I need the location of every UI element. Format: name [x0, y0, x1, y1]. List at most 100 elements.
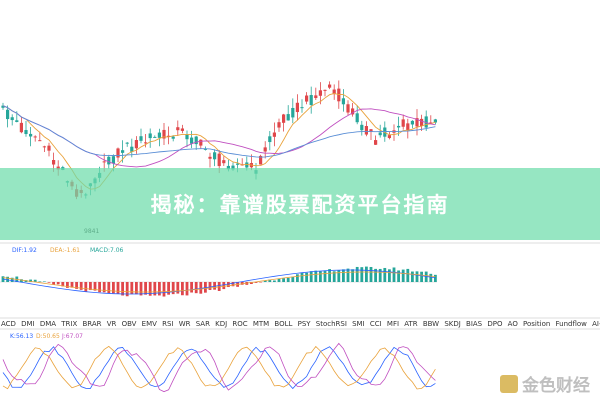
indicator-tab[interactable]: PSY [298, 320, 312, 328]
indicator-tab[interactable]: DMA [40, 320, 56, 328]
candle-body [272, 132, 276, 137]
macd-bar [378, 268, 382, 282]
candle-body [19, 122, 23, 133]
j-label: J:67.07 [61, 333, 83, 340]
k-label: K:56.13 [10, 333, 33, 340]
indicator-tab[interactable]: DMI [21, 320, 35, 328]
macd-bar [29, 279, 32, 282]
candle-body [6, 109, 10, 120]
macd-bar [268, 279, 272, 282]
candle-body [162, 129, 166, 139]
indicator-tab[interactable]: SAR [196, 320, 210, 328]
candle-body [263, 147, 267, 152]
candle-body [56, 166, 60, 170]
kdj-line [2, 345, 436, 390]
macd-label: MACD:7.06 [90, 247, 124, 254]
candle-body [309, 95, 313, 105]
macd-bar [305, 272, 308, 282]
macd-bar [227, 282, 230, 288]
indicator-tab[interactable]: RSI [162, 320, 173, 328]
macd-bar [199, 282, 203, 294]
indicator-tab[interactable]: BOLL [274, 320, 292, 328]
indicator-tab[interactable]: CCI [370, 320, 382, 328]
macd-bar [415, 271, 419, 282]
macd-bar [254, 282, 258, 283]
indicator-tab[interactable]: TRIX [60, 320, 77, 328]
candle-body [397, 125, 401, 128]
indicator-tab[interactable]: ACD [1, 320, 16, 328]
indicator-tab[interactable]: Position [523, 320, 550, 328]
macd-bar [429, 273, 433, 282]
macd-bar [130, 282, 134, 295]
macd-bar [84, 282, 88, 292]
candle-body [295, 102, 299, 113]
watermark-text: 金色财经 [522, 376, 590, 396]
candle-body [15, 120, 19, 122]
candle-body [314, 95, 318, 99]
indicator-tab[interactable]: KDJ [215, 320, 227, 328]
macd-bar [158, 282, 161, 296]
candle-body [153, 136, 157, 138]
candle-body [217, 153, 221, 167]
indicator-tab[interactable]: WR [179, 320, 191, 328]
dif-line [2, 269, 436, 295]
candle-body [167, 135, 171, 137]
macd-bar [6, 276, 9, 282]
candle-body [387, 135, 391, 139]
macd-bar [240, 282, 244, 285]
macd-bar [153, 282, 157, 296]
macd-bar [176, 282, 180, 294]
candle-body [374, 140, 378, 145]
candle-body [420, 118, 424, 126]
candle-body [29, 133, 33, 137]
candle-body [185, 134, 189, 140]
macd-bar [342, 269, 345, 282]
macd-bar [194, 282, 198, 294]
indicator-tab[interactable]: EMV [142, 320, 157, 328]
dif-label: DIF:1.92 [12, 247, 37, 254]
indicator-tab[interactable]: BBW [423, 320, 439, 328]
candle-body [47, 145, 51, 151]
indicator-tab[interactable]: AO [508, 320, 519, 328]
candle-body [116, 148, 120, 158]
indicator-tab[interactable]: ROC [232, 320, 247, 328]
macd-bar [89, 282, 92, 291]
candle-body [268, 136, 272, 143]
macd-bar [38, 281, 42, 282]
macd-bar [365, 266, 368, 282]
banner: 揭秘：靠谱股票配资平台指南 [0, 168, 600, 240]
macd-bar [291, 276, 295, 282]
indicator-tab[interactable]: VR [107, 320, 117, 328]
d-label: D:50.65 [36, 333, 60, 340]
macd-bar [420, 271, 423, 282]
macd-bar [121, 282, 124, 296]
macd-bar [98, 282, 101, 293]
indicator-tab[interactable]: MTM [253, 320, 269, 328]
candle-body [364, 126, 368, 135]
indicator-tab[interactable]: BIAS [466, 320, 483, 328]
candle-body [236, 163, 240, 165]
indicator-tab[interactable]: MFI [387, 320, 399, 328]
indicator-tab[interactable]: Fundflow [556, 320, 588, 328]
macd-bar [135, 282, 138, 295]
candle-body [351, 108, 355, 115]
indicator-tab[interactable]: SKDJ [444, 320, 461, 328]
indicator-tab[interactable]: SMI [352, 320, 365, 328]
candle-body [328, 84, 332, 88]
macd-bar [148, 282, 152, 296]
macd-bar [434, 274, 437, 282]
macd-bar [388, 269, 391, 282]
macd-bar [231, 282, 235, 287]
indicator-tab[interactable]: OBV [122, 320, 137, 328]
indicator-tab[interactable]: BRAR [82, 320, 101, 328]
indicator-tab[interactable]: ATR [404, 320, 418, 328]
indicator-tab[interactable]: StochRSI [316, 320, 347, 328]
indicator-tab[interactable]: AI-NetVOL [592, 320, 600, 328]
macd-bar [383, 267, 387, 282]
candle-body [378, 132, 382, 136]
candle-body [111, 156, 115, 164]
candle-body [190, 137, 194, 144]
indicator-tab[interactable]: DPO [487, 320, 503, 328]
